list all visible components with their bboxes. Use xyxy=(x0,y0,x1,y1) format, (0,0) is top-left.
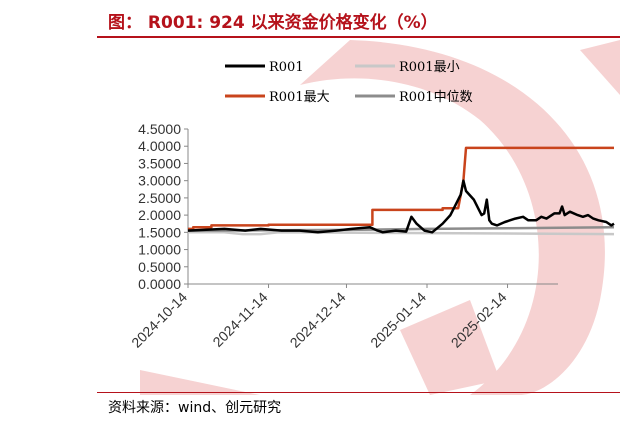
y-tick-label: 2.0000 xyxy=(138,207,181,223)
watermark-logo xyxy=(140,40,620,395)
y-tick-label: 0.5000 xyxy=(138,259,181,275)
legend-label: R001中位数 xyxy=(399,90,473,105)
series-line-r001-min xyxy=(188,231,615,236)
y-tick-label: 2.5000 xyxy=(138,190,181,206)
legend-label: R001最大 xyxy=(269,90,330,105)
legend-label: R001最小 xyxy=(399,60,460,75)
y-tick-label: 1.5000 xyxy=(138,224,181,240)
y-tick-label: 4.0000 xyxy=(138,138,181,154)
chart-series xyxy=(187,146,615,236)
figure-title: 图： R001: 924 以来资金价格变化（%） xyxy=(108,13,438,33)
footer-divider xyxy=(97,392,620,393)
legend-label: R001 xyxy=(269,60,304,75)
series-line-r001 xyxy=(187,179,615,234)
chart-legend: R001 R001最小 R001最大 R001中位数 xyxy=(225,60,473,105)
x-tick-label: 2024-10-14 xyxy=(128,289,190,351)
y-tick-label: 0.0000 xyxy=(138,276,181,292)
y-tick-label: 4.5000 xyxy=(138,121,181,137)
y-tick-label: 3.5000 xyxy=(138,155,181,171)
y-tick-label: 1.0000 xyxy=(138,242,181,258)
title-divider xyxy=(97,36,620,38)
x-tick-label: 2024-11-14 xyxy=(209,289,270,350)
y-tick-label: 3.0000 xyxy=(138,173,181,189)
x-tick-label: 2024-12-14 xyxy=(287,289,349,351)
source-note: 资料来源：wind、创元研究 xyxy=(108,400,282,416)
